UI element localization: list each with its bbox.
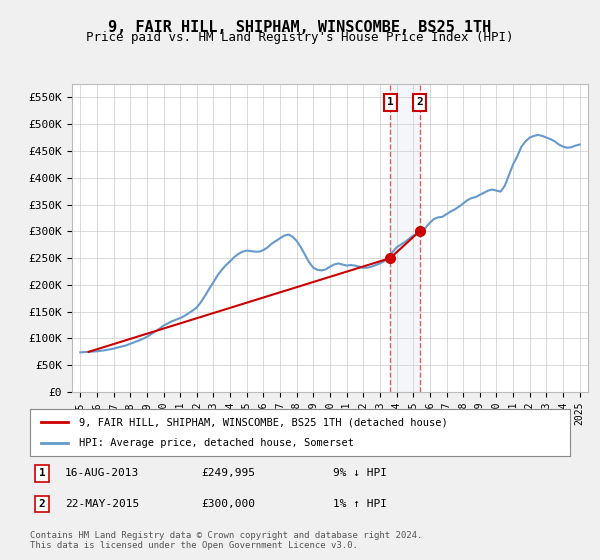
- Text: 9, FAIR HILL, SHIPHAM, WINSCOMBE, BS25 1TH: 9, FAIR HILL, SHIPHAM, WINSCOMBE, BS25 1…: [109, 20, 491, 35]
- Text: £249,995: £249,995: [201, 468, 255, 478]
- Text: 22-MAY-2015: 22-MAY-2015: [65, 499, 139, 509]
- Bar: [390, 84, 419, 392]
- Text: 1: 1: [387, 97, 394, 108]
- Text: 16-AUG-2013: 16-AUG-2013: [65, 468, 139, 478]
- Text: Price paid vs. HM Land Registry's House Price Index (HPI): Price paid vs. HM Land Registry's House …: [86, 31, 514, 44]
- Text: 9, FAIR HILL, SHIPHAM, WINSCOMBE, BS25 1TH (detached house): 9, FAIR HILL, SHIPHAM, WINSCOMBE, BS25 1…: [79, 417, 448, 427]
- Text: 1% ↑ HPI: 1% ↑ HPI: [333, 499, 387, 509]
- Text: Contains HM Land Registry data © Crown copyright and database right 2024.
This d: Contains HM Land Registry data © Crown c…: [30, 530, 422, 550]
- Text: 2: 2: [38, 499, 46, 509]
- Text: HPI: Average price, detached house, Somerset: HPI: Average price, detached house, Some…: [79, 438, 353, 448]
- Text: 9% ↓ HPI: 9% ↓ HPI: [333, 468, 387, 478]
- Text: £300,000: £300,000: [201, 499, 255, 509]
- Text: 2: 2: [416, 97, 423, 108]
- Text: 1: 1: [38, 468, 46, 478]
